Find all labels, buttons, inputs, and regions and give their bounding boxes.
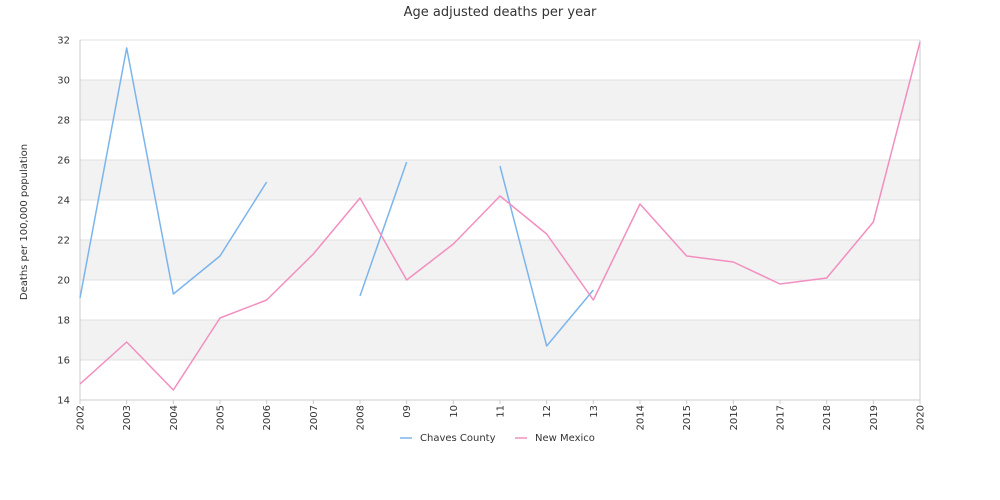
x-tick-label: 10 <box>449 405 460 418</box>
y-axis-title: Deaths per 100,000 population <box>19 144 30 300</box>
x-tick-label: 2002 <box>76 405 87 430</box>
series-new-mexico <box>79 41 921 391</box>
y-tick-label: 32 <box>57 36 70 47</box>
background-bands <box>80 80 920 360</box>
x-tick-label: 13 <box>589 405 600 418</box>
chart-title: Age adjusted deaths per year <box>404 5 597 20</box>
y-tick-label: 18 <box>57 316 70 327</box>
x-tick-label: 2020 <box>916 405 927 430</box>
legend-label: New Mexico <box>535 433 595 444</box>
series-chaves-county <box>79 47 594 347</box>
x-tick-label: 12 <box>542 405 553 418</box>
x-tick-label: 2017 <box>776 405 787 430</box>
legend-item[interactable]: Chaves County <box>400 433 496 444</box>
grid-lines <box>80 39 920 401</box>
y-axis-ticks: 14 16 18 20 22 24 26 28 30 32 <box>57 36 70 407</box>
y-tick-label: 24 <box>57 196 70 207</box>
legend-item[interactable]: New Mexico <box>515 433 595 444</box>
x-tick-label: 2015 <box>682 405 693 430</box>
x-tick-label: 2008 <box>356 405 367 430</box>
y-tick-label: 28 <box>57 116 70 127</box>
y-tick-label: 22 <box>57 236 70 247</box>
series-line <box>79 47 268 299</box>
legend-label: Chaves County <box>420 433 496 444</box>
series-line <box>499 165 594 347</box>
y-tick-label: 16 <box>57 356 70 367</box>
y-tick-label: 20 <box>57 276 70 287</box>
band <box>80 80 920 120</box>
x-tick-label: 2007 <box>309 405 320 430</box>
x-tick-label: 11 <box>496 405 507 418</box>
series-layer <box>79 41 921 391</box>
series-line <box>79 41 921 391</box>
x-tick-label: 2014 <box>636 405 647 430</box>
series-line <box>359 161 408 297</box>
y-tick-label: 26 <box>57 156 70 167</box>
legend: Chaves County New Mexico <box>400 433 595 444</box>
x-axis-ticks: 2002 2003 2004 2005 2006 2007 2008 09 10 11 12 13 20… <box>76 400 927 430</box>
y-tick-label: 14 <box>57 396 70 407</box>
x-tick-label: 2006 <box>262 405 273 430</box>
x-tick-label: 09 <box>402 405 413 418</box>
x-tick-label: 2005 <box>216 405 227 430</box>
x-tick-label: 2016 <box>729 405 740 430</box>
x-tick-label: 2018 <box>822 405 833 430</box>
y-tick-label: 30 <box>57 76 70 87</box>
x-tick-label: 2019 <box>869 405 880 430</box>
x-tick-label: 2004 <box>169 405 180 430</box>
x-tick-label: 2003 <box>122 405 133 430</box>
band <box>80 240 920 280</box>
band <box>80 320 920 360</box>
